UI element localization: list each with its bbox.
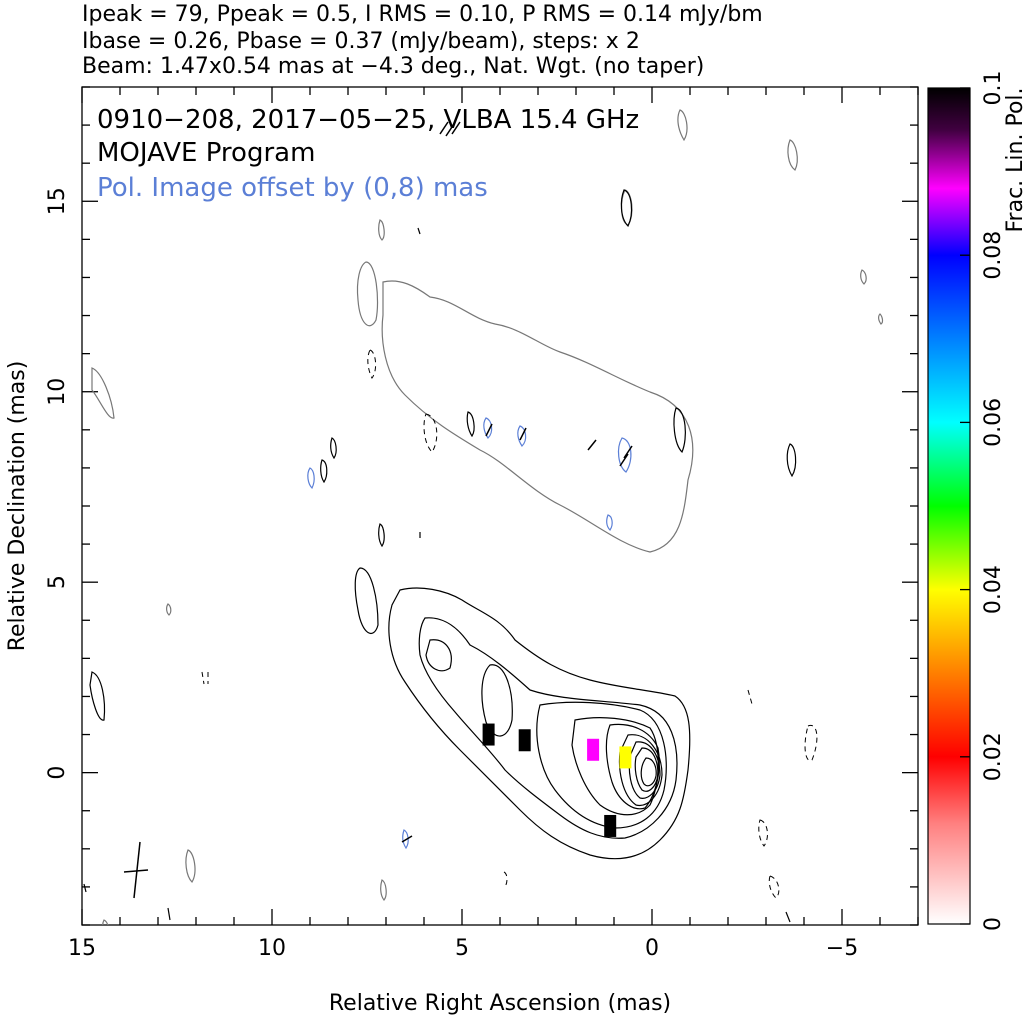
colorbar-tick-label: 0	[981, 917, 1006, 931]
pol-blue-contour	[483, 417, 493, 439]
x-tick-label: −5	[826, 936, 858, 961]
x-tick-label: 10	[258, 936, 286, 961]
pol-contour	[381, 280, 694, 553]
colorbar-tick-label: 0.08	[981, 231, 1006, 280]
stokes-i-contour-blob	[354, 567, 379, 635]
stokes-i-contour-blob	[89, 671, 106, 721]
colorbar-tick-label: 0.1	[981, 71, 1006, 106]
pol-vectors	[401, 121, 633, 843]
pol-contour-blob	[378, 219, 385, 241]
stokes-i-negative-contour	[503, 871, 508, 889]
pol-contour-blob	[380, 879, 387, 901]
stokes-i-negative-contour	[768, 875, 780, 899]
stokes-i-contour-blob	[425, 639, 452, 672]
pol-contour-blob	[185, 849, 196, 883]
x-tick-label: 0	[645, 936, 659, 961]
stokes-i-contour-blob	[320, 459, 328, 484]
stokes-i-contour-blob	[785, 911, 791, 923]
pol-contour-blob	[91, 367, 115, 419]
stokes-i-contour-blob	[378, 523, 385, 548]
stokes-i-contour	[618, 734, 663, 806]
stokes-i-contour-outer	[388, 587, 691, 860]
stokes-i-contour	[634, 747, 659, 792]
pol-blue-contour	[307, 467, 315, 490]
x-axis-label: Relative Right Ascension (mas)	[329, 991, 671, 1016]
pol-contour-blob	[356, 261, 379, 327]
stokes-i-negative-contour	[747, 689, 753, 705]
stokes-i-contour-blob	[786, 443, 797, 478]
pol-blue-contour	[617, 437, 632, 473]
frac-pol-patch	[518, 729, 531, 752]
pol-contour-blob	[787, 139, 798, 171]
colorbar-label: Frac. Lin. Pol.	[1003, 87, 1027, 232]
colorbar-tick-label: 0.04	[981, 565, 1006, 614]
stokes-i-contour	[571, 717, 659, 816]
stokes-i-contour	[418, 617, 678, 839]
stokes-i-negative-contour	[367, 349, 377, 379]
stokes-i-contour	[628, 741, 661, 799]
stokes-i-negative-contour	[423, 413, 438, 453]
frac-pol-patch	[619, 746, 632, 769]
colorbar-ticks: 0 0.02 0.04 0.06 0.08 0.1	[960, 71, 1006, 931]
colorbar-gradient	[927, 87, 971, 925]
axis-ticks: 15 10 5 0 −5 0 5 10 15	[45, 86, 919, 961]
stokes-i-negative-contour	[758, 819, 768, 847]
header-line-1: Ipeak = 79, Ppeak = 0.5, I RMS = 0.10, P…	[82, 2, 763, 27]
stokes-i-contour-blob	[620, 189, 633, 228]
pol-blue-contour	[402, 829, 409, 850]
stokes-i-contour	[605, 723, 660, 810]
stokes-i-contour-blob	[481, 664, 513, 737]
y-tick-label: 5	[45, 575, 70, 589]
stokes-i-contour-blob	[673, 407, 686, 454]
pol-blue-contour	[517, 425, 527, 447]
stokes-i-contour	[536, 701, 667, 829]
y-tick-label: 10	[45, 378, 70, 406]
stokes-i-negative-contour	[201, 671, 209, 685]
pol-contour-blob	[166, 603, 172, 616]
y-axis-label: Relative Declination (mas)	[5, 361, 30, 652]
pol-contour-blob	[860, 269, 867, 285]
stokes-i-contour-blob	[83, 883, 87, 893]
x-tick-label: 15	[68, 936, 96, 961]
stokes-i-contour-core	[640, 757, 657, 787]
header-line-3: Beam: 1.47x0.54 mas at −4.3 deg., Nat. W…	[82, 54, 705, 79]
y-tick-label: 0	[45, 766, 70, 780]
stokes-i-contour-blob	[167, 907, 171, 921]
colorbar: 0 0.02 0.04 0.06 0.08 0.1 Frac. Lin. Pol.	[927, 71, 1027, 931]
stokes-i-contour-blob	[417, 227, 421, 235]
stokes-i-contour-blob	[330, 437, 337, 460]
frac-pol-patch	[587, 738, 600, 761]
frac-pol-patch	[604, 814, 617, 837]
source-annotation: 0910−208, 2017−05−25, VLBA 15.4 GHz	[97, 105, 639, 135]
program-annotation: MOJAVE Program	[97, 138, 315, 168]
plot-frame	[81, 86, 919, 926]
frac-pol-patch	[482, 723, 495, 746]
header-line-2: Ibase = 0.26, Pbase = 0.37 (mJy/beam), s…	[82, 29, 640, 54]
y-tick-label: 15	[45, 187, 70, 215]
stokes-i-contour-blob	[466, 411, 475, 438]
contour-map	[83, 109, 884, 925]
colorbar-tick-label: 0.02	[981, 732, 1006, 781]
x-tick-label: 5	[455, 936, 469, 961]
pol-offset-annotation: Pol. Image offset by (0,8) mas	[97, 173, 488, 203]
stokes-i-negative-contour	[804, 724, 818, 762]
pol-contour-blob	[102, 919, 109, 925]
pol-contour-blob	[677, 109, 688, 142]
pol-blue-contour	[606, 514, 613, 531]
pol-contour-blob	[878, 313, 884, 325]
frac-pol-patches	[482, 723, 632, 837]
beam-cross	[123, 841, 149, 899]
colorbar-tick-label: 0.06	[981, 398, 1006, 447]
